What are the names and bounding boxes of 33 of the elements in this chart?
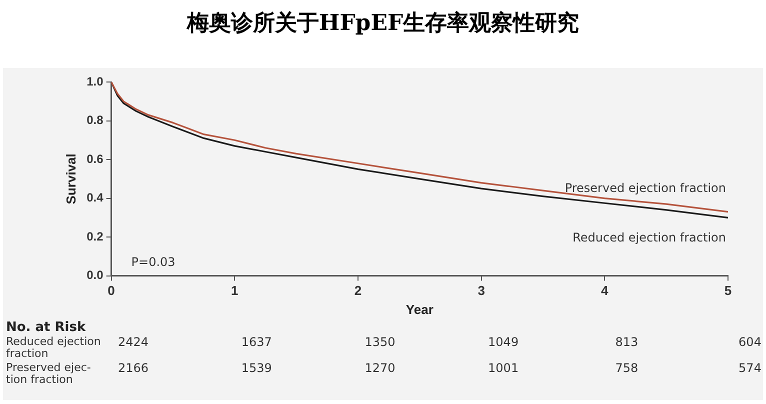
text: 574 xyxy=(738,361,762,375)
text: 1001 xyxy=(488,361,519,375)
x-tick-label: 3 xyxy=(478,283,485,298)
x-tick-label: 0 xyxy=(108,283,115,298)
x-tick-label: 4 xyxy=(601,283,610,298)
text: 2166 xyxy=(118,361,149,375)
text: No. at Risk xyxy=(6,320,86,335)
x-tick-label: 1 xyxy=(231,283,238,298)
y-tick-label: 0.2 xyxy=(86,229,104,244)
text: 1539 xyxy=(241,361,272,375)
text: 1350 xyxy=(364,335,396,349)
text: 758 xyxy=(615,361,638,375)
text: 604 xyxy=(738,335,762,349)
y-axis-title: Survival xyxy=(63,154,78,204)
series-label: Reduced ejection fraction xyxy=(572,230,726,245)
text: 2424 xyxy=(118,335,149,349)
annotation: P=0.03 xyxy=(131,254,176,269)
series-label: Preserved ejection fraction xyxy=(564,180,726,195)
text: Reduced ejection fraction xyxy=(6,335,102,360)
x-tick-label: 5 xyxy=(724,283,732,298)
x-axis-title: Year xyxy=(406,302,434,317)
chart-title: 梅奥诊所关于HFpEF生存率观察性研究 xyxy=(185,9,580,38)
y-tick-label: 0.0 xyxy=(86,268,104,282)
text: 1637 xyxy=(241,335,272,349)
y-tick-label: 0.8 xyxy=(86,113,104,128)
y-tick-label: 1.0 xyxy=(86,74,104,88)
text: 1049 xyxy=(488,335,519,349)
y-tick-label: 0.4 xyxy=(86,190,104,205)
text: Preserved ejec-tion fraction xyxy=(6,361,92,386)
y-tick-label: 0.6 xyxy=(86,152,104,166)
text: 1270 xyxy=(364,361,396,375)
text: 813 xyxy=(615,335,638,349)
x-tick-label: 2 xyxy=(354,283,362,298)
